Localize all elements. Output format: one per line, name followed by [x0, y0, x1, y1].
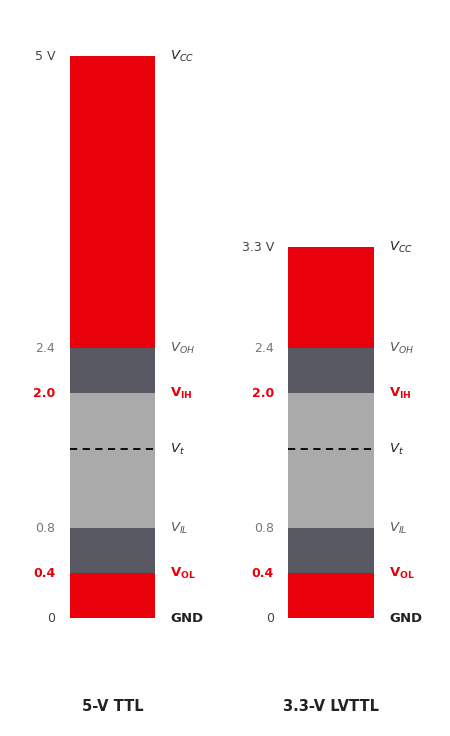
Text: 5 V: 5 V	[35, 50, 55, 63]
Text: 2.4: 2.4	[254, 342, 274, 355]
Bar	[70, 348, 155, 393]
Text: $\mathbf{V_{OL}}$: $\mathbf{V_{OL}}$	[389, 565, 414, 581]
Text: $V_{IL}$: $V_{IL}$	[389, 520, 407, 536]
Text: $\mathbf{V_{IH}}$: $\mathbf{V_{IH}}$	[389, 386, 411, 401]
Text: 0.8: 0.8	[254, 522, 274, 534]
Bar	[70, 56, 155, 348]
Bar	[70, 393, 155, 528]
Text: $\mathbf{GND}$: $\mathbf{GND}$	[389, 612, 423, 625]
Text: 3.3 V: 3.3 V	[242, 241, 274, 254]
Text: 3.3-V LVTTL: 3.3-V LVTTL	[284, 699, 379, 714]
Bar	[70, 528, 155, 573]
Text: $V_{CC}$: $V_{CC}$	[170, 49, 194, 64]
Text: $V_{IL}$: $V_{IL}$	[170, 520, 188, 536]
Text: $\mathbf{V_{OL}}$: $\mathbf{V_{OL}}$	[170, 565, 196, 581]
Text: $V_{OH}$: $V_{OH}$	[170, 341, 195, 356]
Text: $\mathbf{GND}$: $\mathbf{GND}$	[170, 612, 204, 625]
Bar	[288, 348, 374, 393]
Text: $V_t$: $V_t$	[170, 442, 185, 457]
Text: 0: 0	[47, 612, 55, 625]
Text: 0.4: 0.4	[33, 567, 55, 579]
Text: 2.4: 2.4	[36, 342, 55, 355]
Bar	[288, 528, 374, 573]
Bar	[288, 247, 374, 348]
Bar	[288, 393, 374, 528]
Text: 0: 0	[266, 612, 274, 625]
Text: $\mathbf{V_{IH}}$: $\mathbf{V_{IH}}$	[170, 386, 193, 401]
Bar	[288, 573, 374, 618]
Text: 5-V TTL: 5-V TTL	[82, 699, 143, 714]
Text: $V_{CC}$: $V_{CC}$	[389, 240, 413, 255]
Text: 0.4: 0.4	[252, 567, 274, 579]
Text: $V_t$: $V_t$	[389, 442, 404, 457]
Text: 2.0: 2.0	[252, 387, 274, 400]
Text: 2.0: 2.0	[33, 387, 55, 400]
Bar	[70, 573, 155, 618]
Text: 0.8: 0.8	[35, 522, 55, 534]
Text: $V_{OH}$: $V_{OH}$	[389, 341, 414, 356]
